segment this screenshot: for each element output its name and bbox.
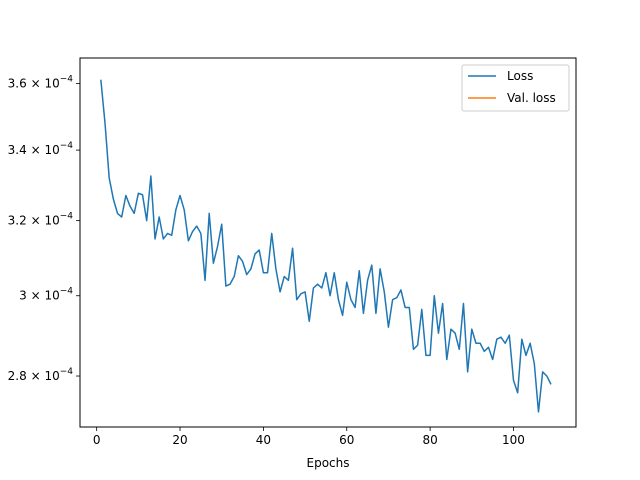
y-axis-ticks: 2.8 × 10−4 3 × 10−4 3.2 × 10−4 3.4 × 10−4 3.… [8, 75, 80, 383]
series-line-1 [100, 79, 552, 413]
axes-frame [79, 57, 577, 428]
y-tick-label: 3 × 10−4 [19, 287, 73, 303]
plot-area [100, 79, 552, 413]
x-tick-label: 40 [256, 433, 271, 447]
y-tick-label: 2.8 × 10−4 [8, 367, 74, 383]
x-tick-label: 0 [93, 433, 101, 447]
x-tick-label: 80 [422, 433, 437, 447]
x-tick-label: 20 [172, 433, 187, 447]
y-tick-label: 3.2 × 10−4 [8, 212, 74, 228]
legend: Loss Val. loss [461, 64, 570, 112]
legend-label-1: Loss [507, 69, 533, 83]
x-tick-label: 100 [502, 433, 525, 447]
x-axis-ticks: 0 20 40 60 80 100 [93, 427, 525, 447]
x-tick-label: 60 [339, 433, 354, 447]
x-axis-label: Epochs [307, 456, 350, 470]
legend-label-2: Val. loss [507, 91, 556, 105]
y-tick-label: 3.6 × 10−4 [8, 75, 74, 91]
y-tick-label: 3.4 × 10−4 [8, 141, 74, 157]
